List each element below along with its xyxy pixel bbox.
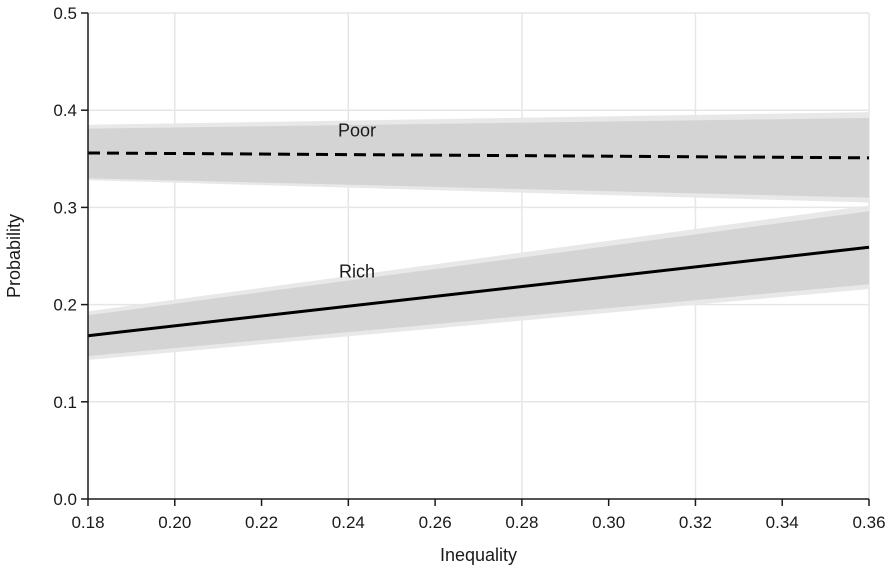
x-tick-label: 0.30 [592, 513, 625, 532]
y-tick-label: 0.1 [53, 393, 77, 412]
y-tick-label: 0.4 [53, 101, 77, 120]
confidence-bands [88, 112, 869, 361]
rich-ci-inner-band [88, 211, 869, 357]
poor-series-line [87, 151, 870, 160]
x-tick-label: 0.24 [332, 513, 365, 532]
x-tick-label: 0.34 [766, 513, 799, 532]
y-tick-label: 0.3 [53, 198, 77, 217]
y-axis-title: Probability [4, 214, 24, 298]
y-tick-label: 0.5 [53, 4, 77, 23]
x-tick-label: 0.28 [505, 513, 538, 532]
y-tick-label: 0.2 [53, 296, 77, 315]
rich-series-label: Rich [339, 261, 375, 281]
x-tick-label: 0.22 [245, 513, 278, 532]
y-tick-label: 0.0 [53, 490, 77, 509]
x-tick-label: 0.26 [419, 513, 452, 532]
poor-ci-inner-band [88, 117, 869, 198]
series-labels: Poor Rich [338, 120, 376, 281]
poor-series-label: Poor [338, 120, 376, 140]
axes: 0.0 0.1 0.2 0.3 0.4 0.5 0.18 0.20 0.22 0.24 0.26 0.… [53, 4, 885, 532]
rich-series-line [87, 245, 870, 338]
x-tick-label: 0.18 [71, 513, 104, 532]
x-tick-label: 0.36 [852, 513, 885, 532]
x-axis-title: Inequality [440, 545, 517, 565]
series-lines [87, 151, 870, 338]
x-tick-label: 0.32 [679, 513, 712, 532]
x-tick-label: 0.20 [158, 513, 191, 532]
